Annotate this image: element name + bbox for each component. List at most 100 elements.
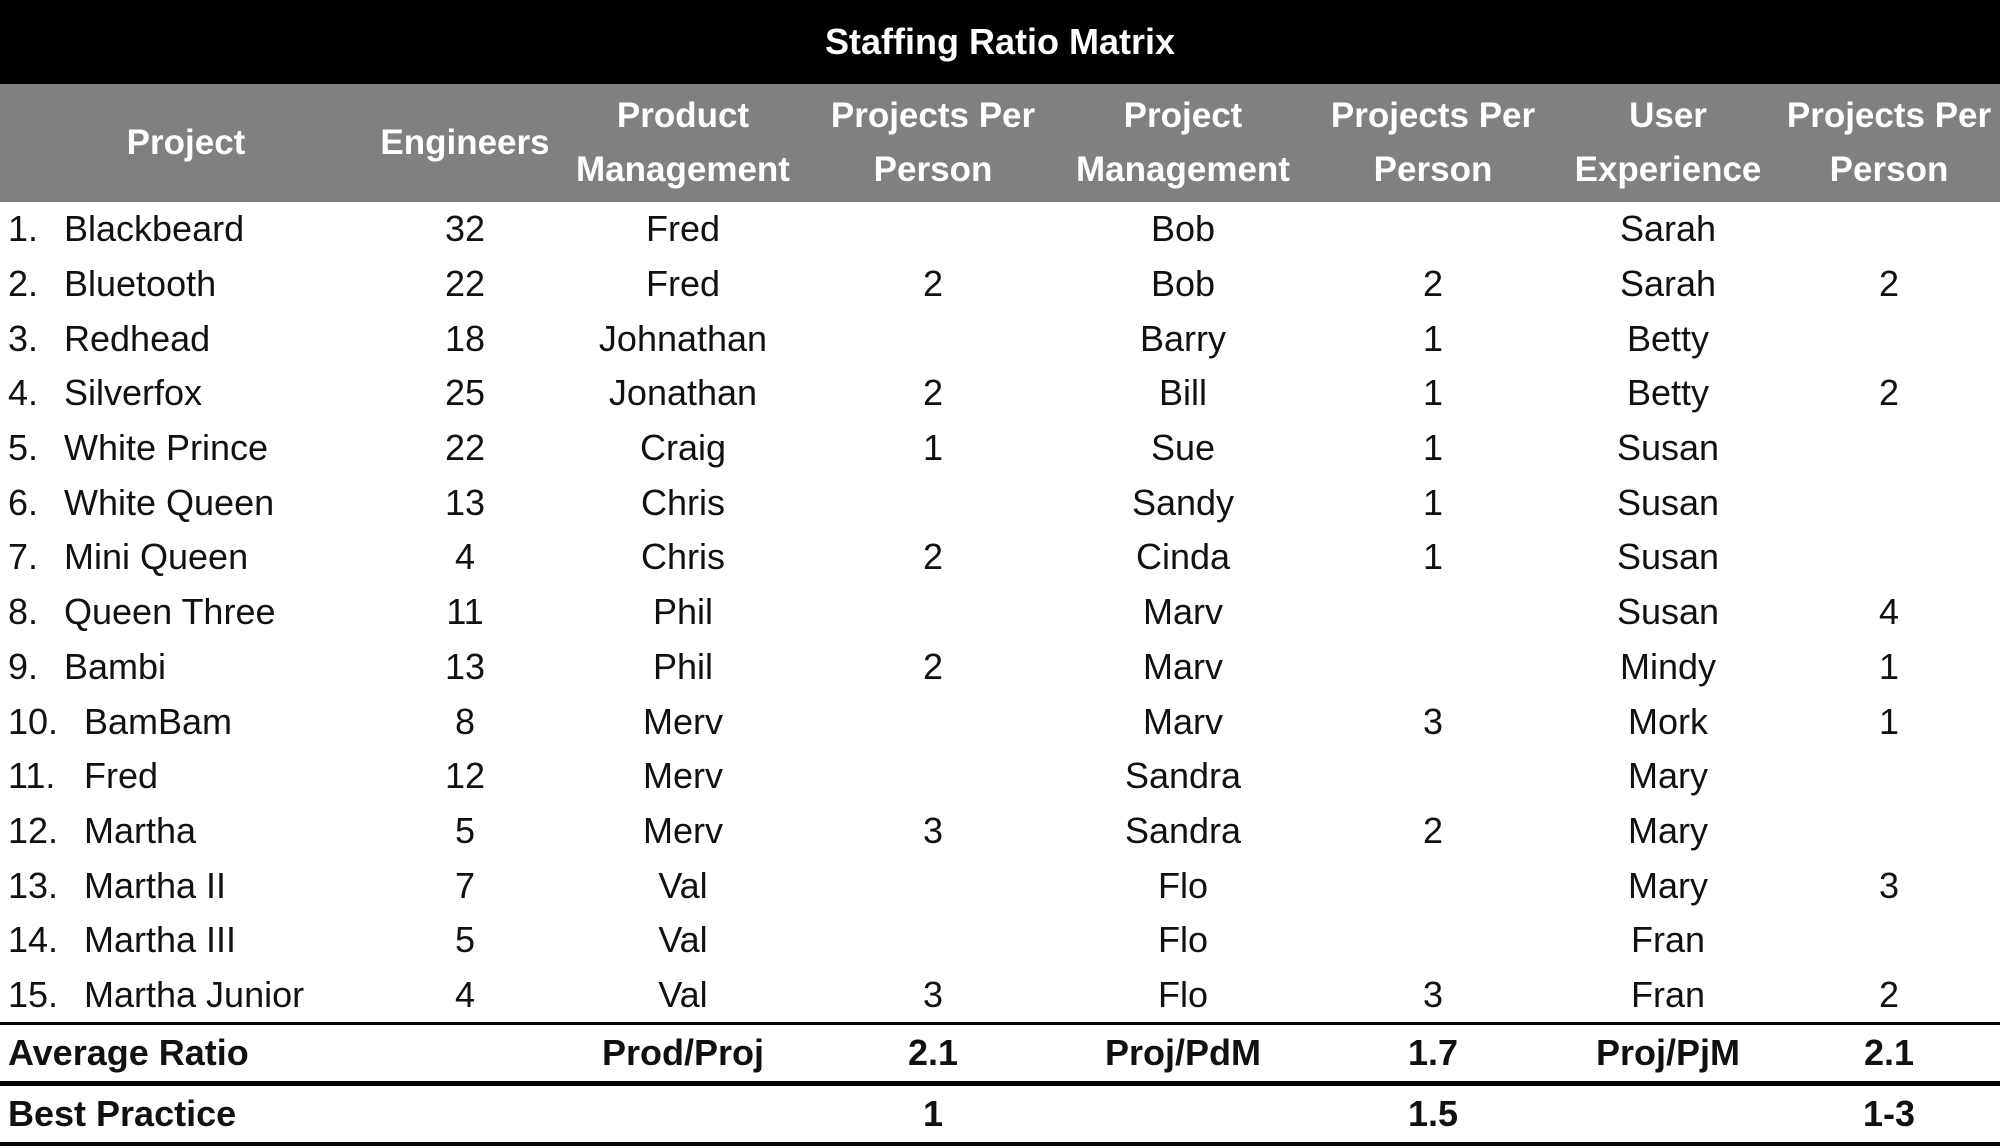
- table-cell: 2: [922, 372, 944, 414]
- row-number: 4.: [8, 372, 39, 414]
- table-row: 5. White Prince 22 Craig 1 Sue 1 Susan: [0, 421, 2000, 476]
- table-cell: Susan: [1616, 481, 1720, 523]
- project-name: Bambi: [64, 645, 167, 687]
- table-cell: Merv: [643, 809, 723, 851]
- table-cell: 4: [1878, 591, 1900, 633]
- table-row: 15. Martha Junior 4 Val 3 Flo 3 Fran 2: [0, 968, 2000, 1024]
- table-cell: Cinda: [1135, 536, 1231, 578]
- summary-cell: [558, 1081, 808, 1147]
- table-cell: [808, 858, 1058, 913]
- row-number: 12.: [8, 809, 59, 851]
- table-cell: 3: [1422, 700, 1444, 742]
- project-cell: 10. BamBam: [0, 694, 372, 749]
- project-name: BamBam: [84, 700, 233, 742]
- table-cell: Chris: [640, 481, 725, 523]
- row-number: 8.: [8, 591, 39, 633]
- table-body: 1. Blackbeard 32 Fred Bob Sarah 2. Bluetooth 22 F…: [0, 202, 2000, 1147]
- table-cell: 13: [444, 645, 486, 687]
- table-cell: [1308, 749, 1558, 804]
- table-cell: [808, 202, 1058, 257]
- column-header-line: Projects Per: [1786, 96, 1992, 135]
- table-cell: Betty: [1626, 372, 1710, 414]
- table-cell: 8: [454, 700, 476, 742]
- row-number: 1.: [8, 208, 39, 250]
- column-header: Projects Per Person: [1308, 84, 1558, 202]
- table-cell: [1778, 202, 2000, 257]
- header-row: Project Engineers Product Management Project…: [0, 84, 2000, 202]
- table-cell: 25: [444, 372, 486, 414]
- project-cell: 14. Martha III: [0, 913, 372, 968]
- column-header-line: User: [1629, 96, 1707, 135]
- table-row: 10. BamBam 8 Merv Marv 3 Mork 1: [0, 694, 2000, 749]
- staffing-ratio-table: Project Engineers Product Management Project…: [0, 84, 2000, 1147]
- table-row: 13. Martha II 7 Val Flo Mary 3: [0, 858, 2000, 913]
- project-cell: 3. Redhead: [0, 311, 372, 366]
- table-cell: Marv: [1143, 591, 1223, 633]
- column-header-line: Experience: [1574, 150, 1762, 189]
- best-practice-row: Best Practice 1 1.5 1-3: [0, 1081, 2000, 1147]
- summary-cell: 1-3: [1778, 1081, 2000, 1147]
- table-row: 7. Mini Queen 4 Chris 2 Cinda 1 Susan: [0, 530, 2000, 585]
- table-cell: Sarah: [1619, 263, 1717, 305]
- column-header-line: Management: [576, 150, 790, 189]
- table-cell: Phil: [652, 645, 714, 687]
- project-cell: 15. Martha Junior: [0, 968, 372, 1024]
- project-cell: 9. Bambi: [0, 640, 372, 695]
- summary-cell: [372, 1081, 558, 1147]
- table-cell: 3: [922, 809, 944, 851]
- project-name: Martha II: [84, 864, 227, 906]
- table-cell: Fran: [1630, 919, 1706, 961]
- column-header-line: Product: [616, 96, 750, 135]
- summary-cell: [372, 1022, 558, 1084]
- table-cell: Mary: [1628, 809, 1708, 851]
- table-cell: Flo: [1157, 864, 1208, 906]
- table-cell: 11: [446, 591, 484, 633]
- table-cell: 32: [444, 208, 486, 250]
- table-cell: Marv: [1143, 700, 1223, 742]
- table-cell: [1778, 530, 2000, 585]
- table-row: 4. Silverfox 25 Jonathan 2 Bill 1 Betty 2: [0, 366, 2000, 421]
- table-row: 8. Queen Three 11 Phil Marv Susan 4: [0, 585, 2000, 640]
- summary-cell: [1558, 1081, 1778, 1147]
- table-cell: [1308, 585, 1558, 640]
- table-cell: Val: [658, 864, 708, 906]
- table-cell: Jonathan: [608, 372, 758, 414]
- table-cell: [808, 475, 1058, 530]
- table-cell: Flo: [1157, 973, 1208, 1015]
- column-header: Product Management: [558, 84, 808, 202]
- table-cell: 4: [454, 973, 476, 1015]
- table-cell: Fred: [645, 208, 721, 250]
- table-cell: Sandy: [1131, 481, 1235, 523]
- project-name: Queen Three: [64, 591, 276, 633]
- table-cell: Bill: [1158, 372, 1207, 414]
- table-row: 3. Redhead 18 Johnathan Barry 1 Betty: [0, 311, 2000, 366]
- table-cell: 2: [1422, 263, 1444, 305]
- summary-cell: 1: [808, 1081, 1058, 1147]
- row-number: 3.: [8, 317, 39, 359]
- table-row: 9. Bambi 13 Phil 2 Marv Mindy 1: [0, 640, 2000, 695]
- project-name: Fred: [84, 755, 159, 797]
- summary-cell: 2.1: [808, 1022, 1058, 1084]
- project-name: White Prince: [64, 427, 269, 469]
- table-cell: [808, 585, 1058, 640]
- row-number: 10.: [8, 700, 59, 742]
- table-cell: Merv: [643, 755, 723, 797]
- table-cell: Mary: [1628, 755, 1708, 797]
- project-name: Redhead: [64, 317, 211, 359]
- table-cell: 3: [1878, 864, 1900, 906]
- row-number: 13.: [8, 864, 59, 906]
- project-cell: 1. Blackbeard: [0, 202, 372, 257]
- column-header: Project: [0, 84, 372, 202]
- table-cell: Fran: [1630, 973, 1706, 1015]
- row-number: 14.: [8, 919, 59, 961]
- row-number: 2.: [8, 263, 39, 305]
- table-cell: Val: [658, 919, 708, 961]
- table-cell: 7: [454, 864, 476, 906]
- table-cell: [1308, 913, 1558, 968]
- project-cell: 7. Mini Queen: [0, 530, 372, 585]
- table-cell: Craig: [639, 427, 727, 469]
- table-title: Staffing Ratio Matrix: [0, 0, 2000, 84]
- table-row: 6. White Queen 13 Chris Sandy 1 Susan: [0, 475, 2000, 530]
- table-cell: [1778, 749, 2000, 804]
- summary-cell: Proj/PdM: [1058, 1022, 1308, 1084]
